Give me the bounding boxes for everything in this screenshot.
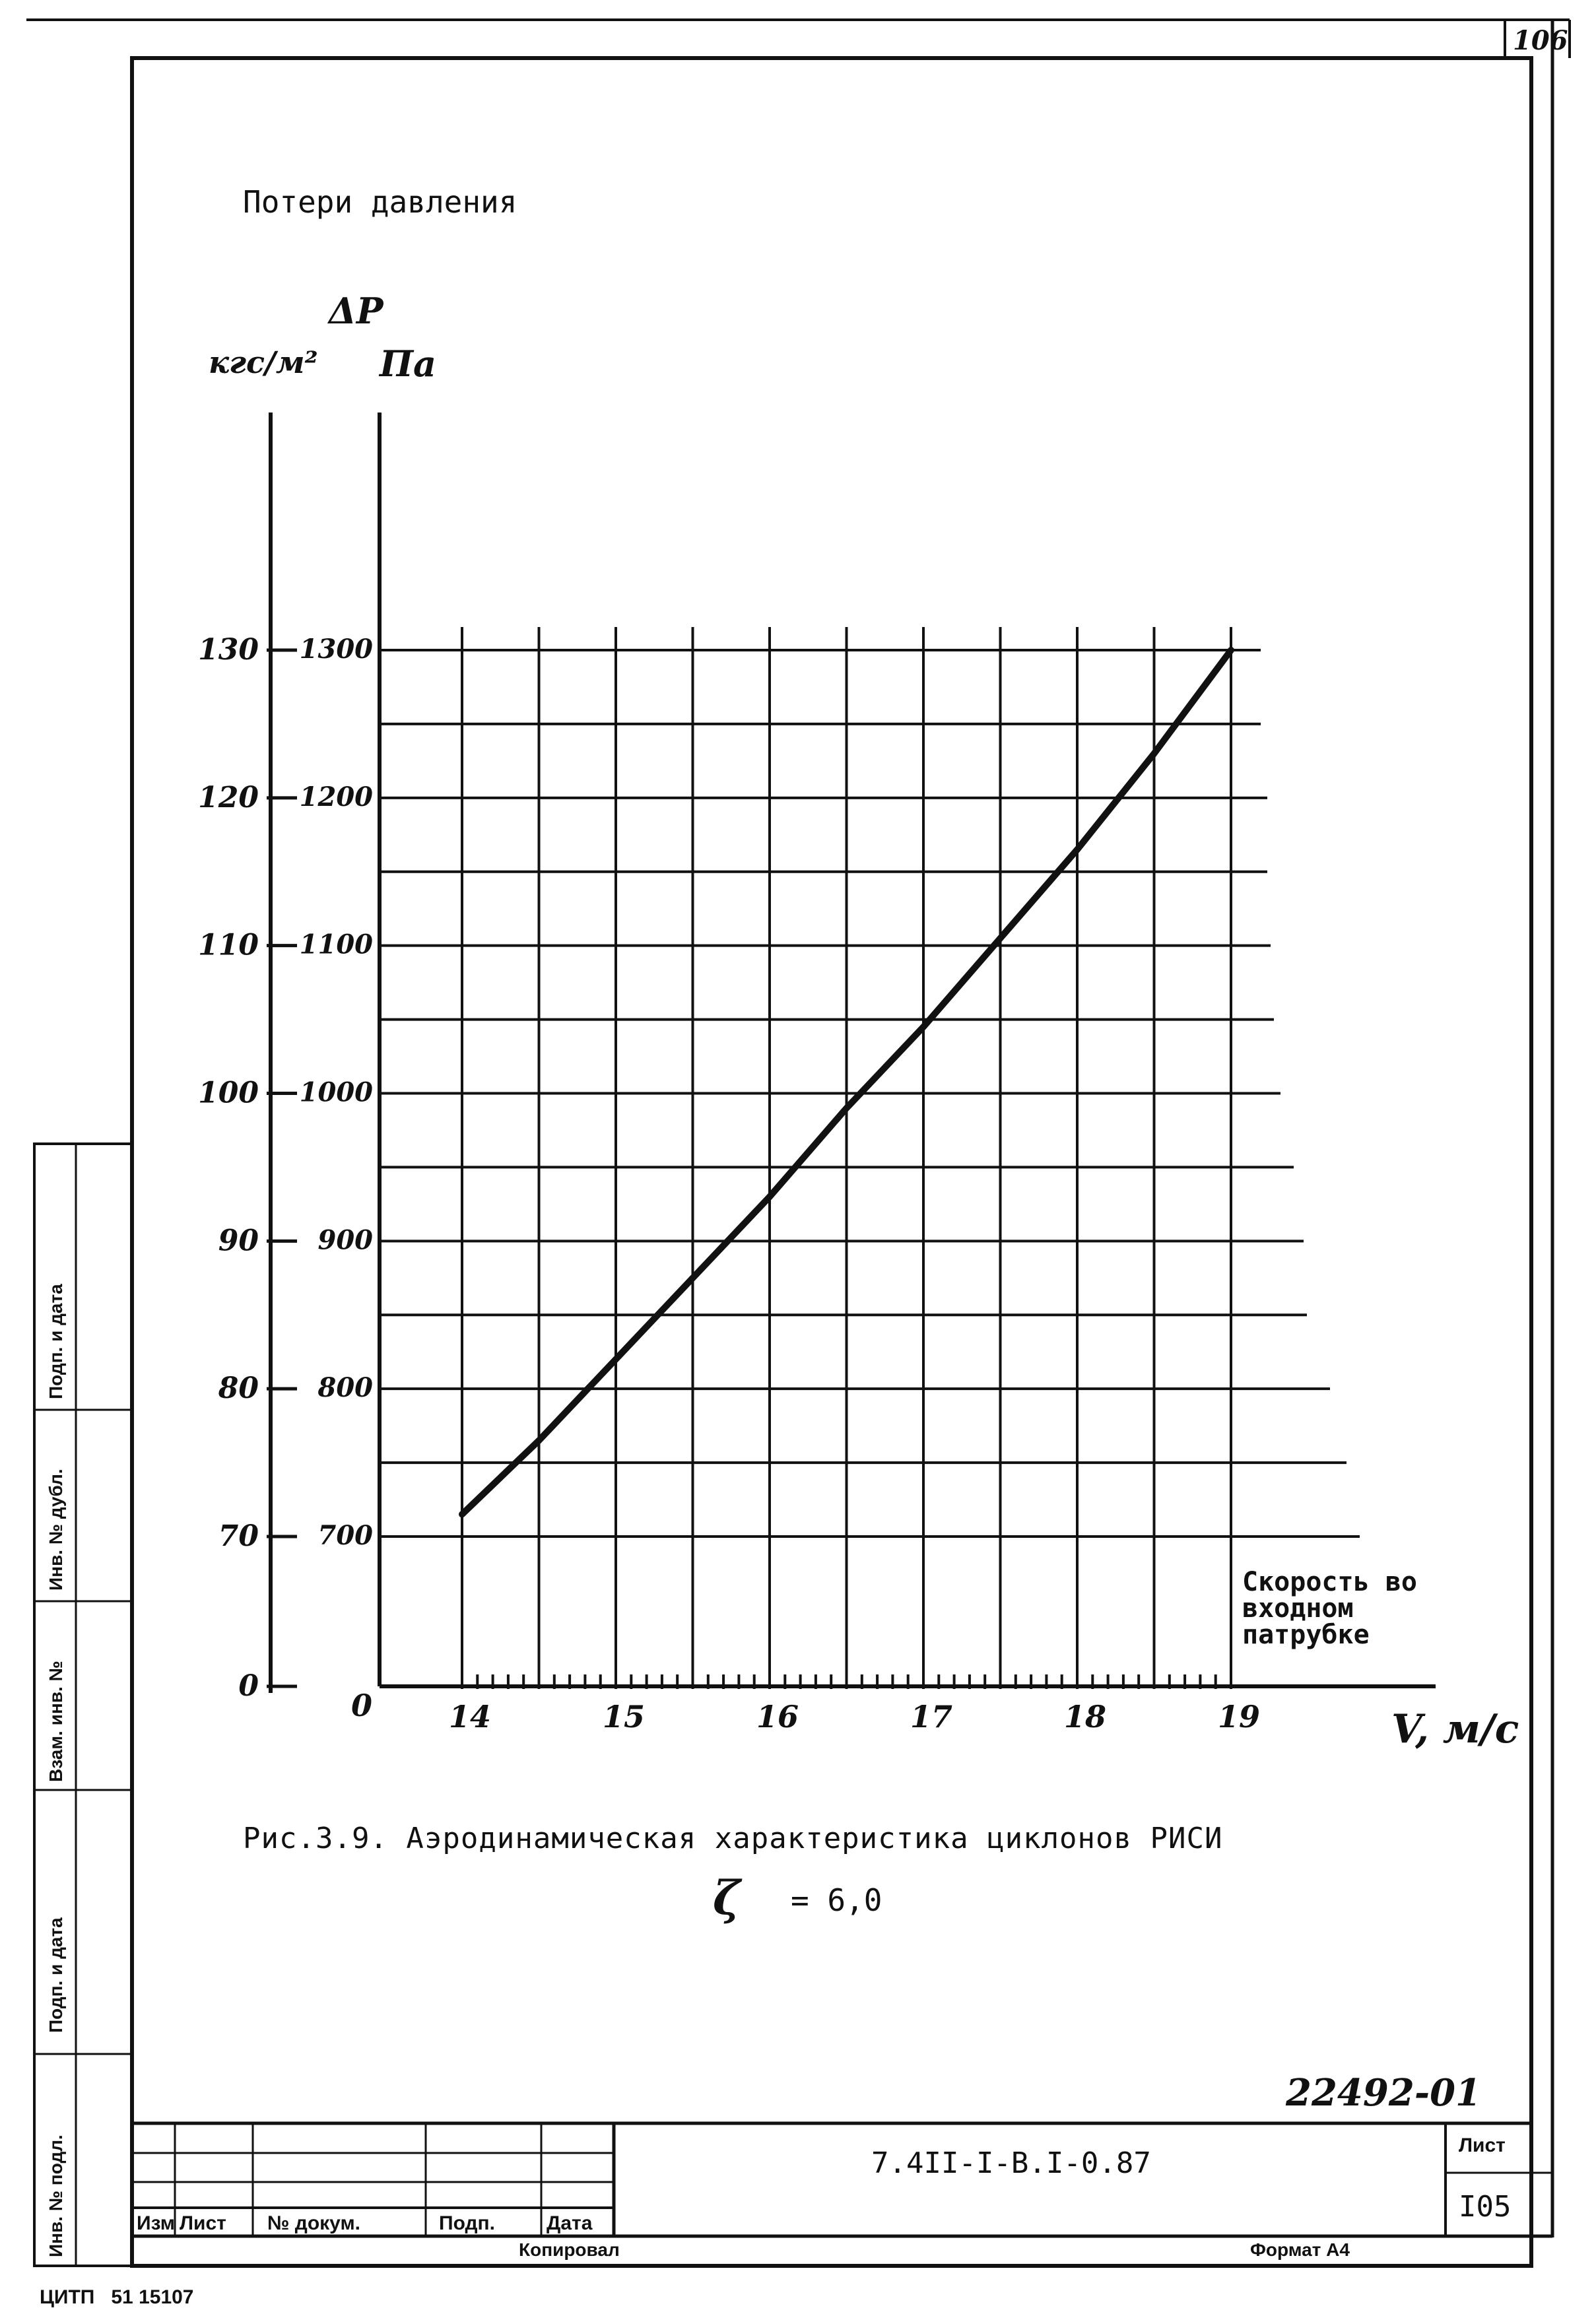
sheet-number: I05 [1459, 2190, 1511, 2224]
y-tick-label-pa: 1000 [300, 1077, 373, 1108]
x-label-line-2: входном [1242, 1593, 1354, 1624]
x-tick-label: 18 [1064, 1699, 1106, 1735]
x-origin-label: 0 [351, 1688, 372, 1723]
tb-col-list: Лист [180, 2212, 226, 2234]
y-tick-label-kgs: 90 [218, 1224, 259, 1257]
y-tick-label-pa: 700 [318, 1520, 374, 1551]
side-label-podp-data-1: Подп. и дата [46, 1917, 66, 2033]
chart-axes [269, 413, 1436, 1693]
y-tick-label-kgs: 100 [198, 1076, 259, 1110]
copied-label: Копировал [519, 2239, 620, 2260]
y-symbol: ΔP [327, 290, 384, 332]
y-unit-kgs: кгс/м² [209, 345, 318, 380]
y-tick-label-pa: 1300 [300, 634, 373, 665]
stamp-number: 22492-01 [1285, 2071, 1481, 2115]
format-label: Формат А4 [1250, 2239, 1350, 2260]
corner-number: 106 [1513, 25, 1568, 56]
document-code: 7.4II-I-В.I-0.87 [871, 2146, 1151, 2180]
y-tick-label-pa: 800 [317, 1372, 374, 1403]
chart-grid [380, 627, 1360, 1686]
y-tick-label-kgs: 110 [198, 929, 259, 962]
y-tick-label-kgs: 0 [238, 1669, 259, 1703]
figure-caption: Рис.3.9. Аэродинамическая характеристика… [243, 1822, 1222, 1855]
side-label-inv-podl: Инв. № подл. [46, 2134, 66, 2257]
title-block [132, 2121, 1552, 2238]
y-tick-label-kgs: 120 [198, 781, 259, 814]
x-label-line-1: Скорость во [1242, 1567, 1417, 1597]
side-label-podp-data-2: Подп. и дата [46, 1284, 66, 1399]
x-tick-label: 17 [910, 1699, 952, 1735]
y-tick-label-kgs: 130 [198, 633, 259, 667]
x-tick-label: 15 [603, 1699, 645, 1735]
chart-series [459, 647, 1234, 1518]
y-unit-pa: Па [378, 343, 436, 385]
y-tick-label-pa: 1100 [300, 929, 373, 960]
tb-col-izm: Изм [137, 2212, 175, 2234]
tb-col-dokum: № докум. [267, 2212, 360, 2234]
y-tick-label-pa: 1200 [300, 781, 373, 812]
zeta-symbol: ζ [713, 1870, 743, 1925]
chart-heading: Потери давления [243, 184, 517, 220]
side-label-vzam-inv: Взам. инв. № [46, 1661, 66, 1782]
x-tick-label: 14 [449, 1699, 491, 1735]
x-tick-label: 19 [1218, 1699, 1260, 1735]
y-tick-label-kgs: 80 [218, 1372, 259, 1405]
series-line-pressure-loss [459, 647, 1234, 1518]
x-unit: V, м/с [1391, 1706, 1519, 1752]
tb-sheet-label: Лист [1459, 2134, 1506, 2156]
x-label-line-3: патрубке [1242, 1620, 1370, 1650]
y-tick-label-pa: 900 [318, 1224, 374, 1255]
y-tick-label-kgs: 70 [218, 1519, 259, 1553]
zeta-value: = 6,0 [791, 1882, 882, 1918]
tb-col-data: Дата [547, 2212, 593, 2234]
footer-left: ЦИТП 51 15107 [40, 2286, 194, 2308]
side-stamp [33, 1142, 133, 2267]
outer-frame [130, 56, 1533, 2268]
side-label-inv-dubl: Инв. № дубл. [46, 1469, 66, 1591]
chart-ticks: 14 15 16 17 18 197008009001000110012001300070… [198, 633, 1260, 1735]
tb-col-podp: Подп. [439, 2212, 495, 2234]
x-tick-label: 16 [756, 1699, 799, 1735]
